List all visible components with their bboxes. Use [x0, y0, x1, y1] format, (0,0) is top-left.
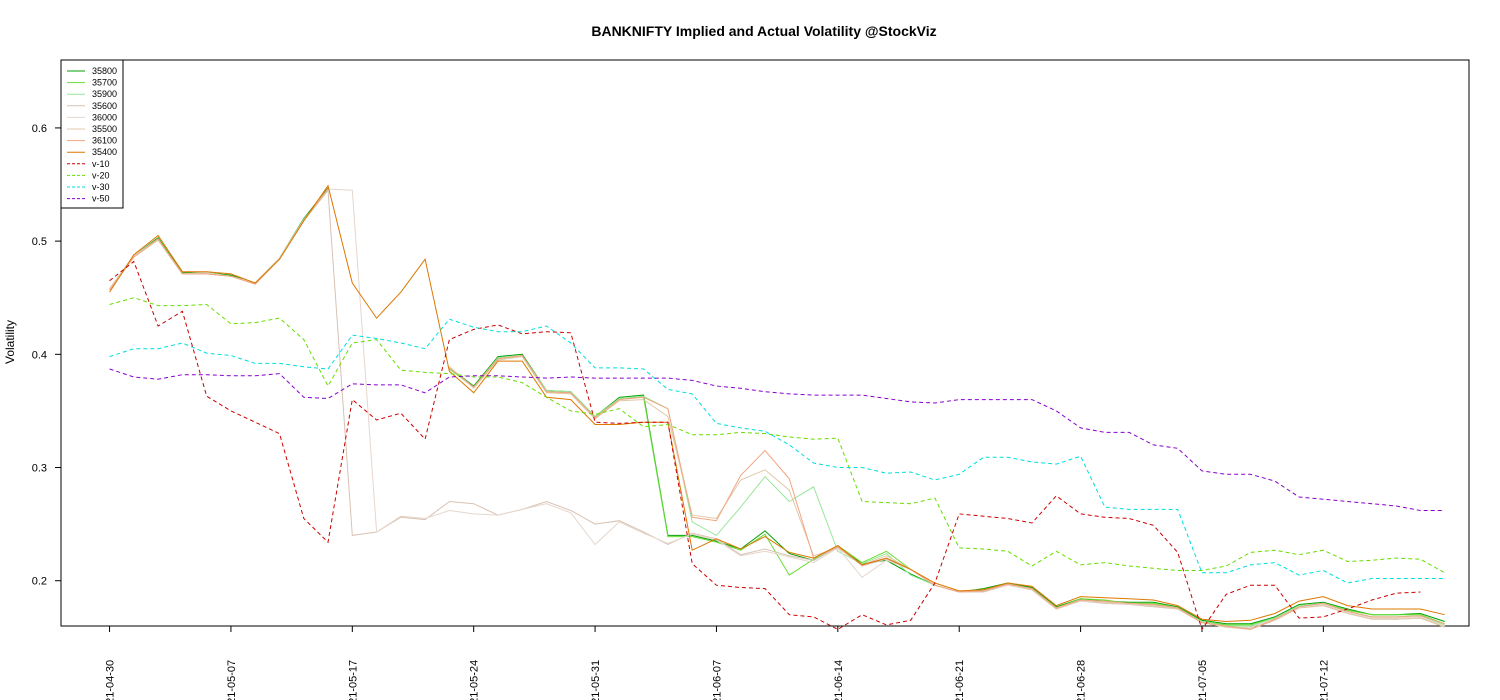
- x-tick-label: 2021-05-31: [590, 660, 602, 700]
- x-tick-label: 2021-04-30: [105, 660, 117, 700]
- plot-area-frame: [60, 59, 1470, 627]
- legend-label-35400: 35400: [92, 147, 117, 157]
- x-tick-label: 2021-05-07: [226, 660, 238, 700]
- y-tick-label: 0.6: [32, 123, 47, 135]
- legend-label-36000: 36000: [92, 112, 117, 122]
- series-line-36100: [109, 188, 329, 291]
- series-line-36100: [449, 354, 1445, 630]
- legend-label-v-30: v-30: [92, 182, 110, 192]
- y-axis-label: Volatility: [3, 320, 17, 364]
- legend-label-36100: 36100: [92, 136, 117, 146]
- x-tick-label: 2021-06-14: [833, 660, 845, 700]
- series-layer: [109, 184, 1445, 631]
- legend-label-35500: 35500: [92, 124, 117, 134]
- x-tick-label: 2021-06-28: [1076, 660, 1088, 700]
- x-tick-label: 2021-06-07: [711, 660, 723, 700]
- chart-title: BANKNIFTY Implied and Actual Volatility …: [591, 23, 936, 39]
- y-tick-label: 0.3: [32, 463, 47, 475]
- legend-label-35700: 35700: [92, 78, 117, 88]
- legend-label-v-20: v-20: [92, 170, 110, 180]
- series-line-v-10: [109, 260, 1421, 631]
- legend-label-v-50: v-50: [92, 194, 110, 204]
- x-tick-label: 2021-07-12: [1318, 660, 1330, 700]
- x-tick-label: 2021-05-24: [469, 660, 481, 700]
- legend-box: [60, 59, 124, 209]
- x-tick-label: 2021-07-05: [1197, 660, 1209, 700]
- x-tick-label: 2021-05-17: [347, 660, 359, 700]
- series-line-35800: [449, 353, 1445, 625]
- x-tick-label: 2021-06-21: [954, 660, 966, 700]
- series-line-35900: [449, 354, 1445, 627]
- legend-label-35900: 35900: [92, 89, 117, 99]
- y-tick-label: 0.2: [32, 576, 47, 588]
- series-line-35700: [449, 354, 1445, 626]
- series-line-35600: [109, 188, 1445, 629]
- series-line-35400: [109, 184, 1445, 623]
- y-tick-label: 0.5: [32, 236, 47, 248]
- legend-label-35600: 35600: [92, 101, 117, 111]
- series-line-v-30: [109, 318, 1445, 584]
- y-axis: 0.2 0.3 0.4 0.5 0.6: [32, 123, 61, 588]
- y-tick-label: 0.4: [32, 349, 47, 361]
- series-line-v-50: [109, 368, 1445, 511]
- legend-label-v-10: v-10: [92, 159, 110, 169]
- legend-label-35800: 35800: [92, 66, 117, 76]
- series-line-36000: [109, 188, 1445, 628]
- series-line-35800: [109, 187, 329, 289]
- x-axis: 2021-04-30 2021-05-07 2021-05-17 2021-05-24…: [105, 626, 1330, 700]
- series-line-v-20: [109, 297, 1445, 574]
